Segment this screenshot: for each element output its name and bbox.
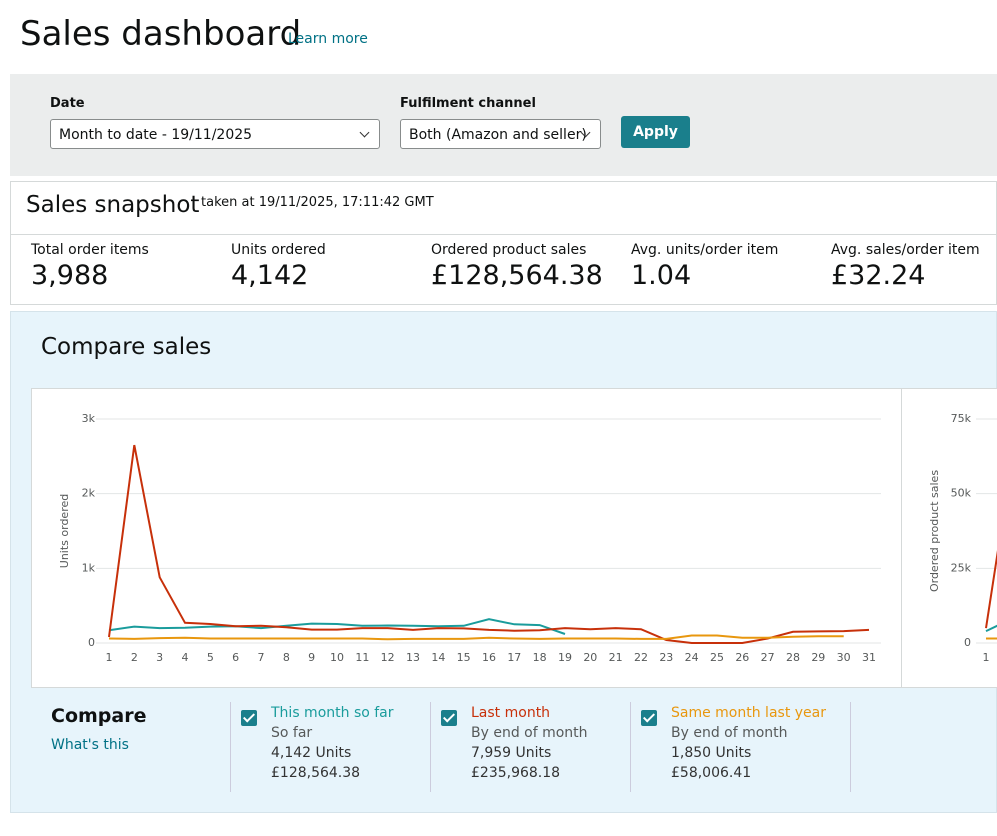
metric-label: Avg. sales/order item: [831, 242, 980, 258]
series-line: [108, 444, 870, 644]
x-tick-label: 23: [659, 651, 673, 664]
y-tick-label: 0: [964, 636, 971, 649]
x-tick-label: 21: [609, 651, 623, 664]
x-tick-label: 18: [533, 651, 547, 664]
legend-divider: [430, 702, 431, 792]
x-tick-label: 30: [837, 651, 851, 664]
y-tick-label: 75k: [951, 412, 972, 425]
apply-button[interactable]: Apply: [621, 116, 690, 148]
legend-divider: [850, 702, 851, 792]
y-tick-label: 0: [88, 636, 95, 649]
legend-sales: £128,564.38: [271, 765, 361, 781]
checkbox[interactable]: [241, 710, 257, 726]
x-tick-label: 24: [685, 651, 699, 664]
legend-sales: £235,968.18: [471, 765, 561, 781]
metric-value: 4,142: [231, 260, 309, 291]
metric-value: 1.04: [631, 260, 692, 291]
compare-title: Compare sales: [41, 334, 212, 360]
whats-this-link[interactable]: What's this: [51, 737, 129, 753]
x-tick-label: 2: [131, 651, 138, 664]
x-tick-label: 28: [786, 651, 800, 664]
y-axis-label: Units ordered: [58, 494, 71, 568]
date-select[interactable]: Month to date - 19/11/2025: [50, 119, 380, 149]
date-value: Month to date - 19/11/2025: [59, 127, 253, 143]
page-title: Sales dashboard: [20, 14, 302, 54]
x-tick-label: 11: [355, 651, 369, 664]
learn-more-link[interactable]: Learn more: [288, 31, 368, 47]
series-line: [985, 624, 997, 633]
x-tick-label: 8: [283, 651, 290, 664]
legend-sub: By end of month: [471, 725, 588, 741]
compare-panel: Compare sales 0 1k 2k 3k 1 2 3 4 5 6 7 8 9 10 11 12 13 14…: [10, 311, 997, 813]
x-tick-label: 19: [558, 651, 572, 664]
metric-label: Ordered product sales: [431, 242, 587, 258]
x-tick-label: 22: [634, 651, 648, 664]
x-tick-label: 1: [106, 651, 113, 664]
legend-sub: So far: [271, 725, 313, 741]
checkbox[interactable]: [441, 710, 457, 726]
x-tick-label: 14: [431, 651, 445, 664]
chart-divider: [901, 389, 902, 687]
legend-name: This month so far: [271, 705, 394, 721]
x-tick-label: 20: [583, 651, 597, 664]
x-tick-label: 29: [811, 651, 825, 664]
x-tick-label: 25: [710, 651, 724, 664]
series-line: [985, 550, 997, 629]
metric-label: Units ordered: [231, 242, 326, 258]
y-tick-label: 1k: [82, 561, 96, 574]
compare-legend-title: Compare: [51, 705, 147, 727]
x-tick-label: 17: [507, 651, 521, 664]
x-tick-label: 7: [257, 651, 264, 664]
snapshot-panel: Sales snapshot taken at 19/11/2025, 17:1…: [10, 181, 997, 305]
legend-divider: [230, 702, 231, 792]
y-tick-label: 3k: [82, 412, 96, 425]
metric-label: Total order items: [31, 242, 149, 258]
x-tick-label: 15: [457, 651, 471, 664]
y-tick-label: 50k: [951, 487, 972, 500]
legend-name: Same month last year: [671, 705, 826, 721]
snapshot-header: Sales snapshot taken at 19/11/2025, 17:1…: [11, 182, 997, 235]
legend-units: 1,850 Units: [671, 745, 752, 761]
channel-select[interactable]: Both (Amazon and seller): [400, 119, 601, 149]
y-axis-label: Ordered product sales: [928, 470, 941, 592]
series-line: [108, 634, 844, 641]
channel-value: Both (Amazon and seller): [409, 127, 587, 143]
x-tick-label: 4: [181, 651, 188, 664]
legend-units: 7,959 Units: [471, 745, 552, 761]
legend-sales: £58,006.41: [671, 765, 752, 781]
channel-label: Fulfilment channel: [400, 96, 536, 111]
x-tick-label: 16: [482, 651, 496, 664]
x-tick-label: 9: [308, 651, 315, 664]
x-tick-label: 13: [406, 651, 420, 664]
legend-name: Last month: [471, 705, 551, 721]
snapshot-title: Sales snapshot: [26, 192, 200, 218]
sales-chart: 0 25k 50k 75k 1 Ordered product sales: [928, 412, 997, 664]
x-tick-label: 5: [207, 651, 214, 664]
x-tick-label: 26: [735, 651, 749, 664]
x-tick-label: 1: [983, 651, 990, 664]
legend-sub: By end of month: [671, 725, 788, 741]
metric-value: £128,564.38: [431, 260, 603, 291]
checkbox[interactable]: [641, 710, 657, 726]
x-tick-label: 6: [232, 651, 239, 664]
x-tick-label: 27: [761, 651, 775, 664]
x-tick-label: 10: [330, 651, 344, 664]
metric-value: 3,988: [31, 260, 109, 291]
y-tick-label: 25k: [951, 561, 972, 574]
x-tick-label: 12: [381, 651, 395, 664]
y-tick-label: 2k: [82, 487, 96, 500]
legend-units: 4,142 Units: [271, 745, 352, 761]
snapshot-time: taken at 19/11/2025, 17:11:42 GMT: [201, 195, 434, 210]
metric-value: £32.24: [831, 260, 926, 291]
x-tick-label: 31: [862, 651, 876, 664]
filter-bar: Date Month to date - 19/11/2025 Fulfilme…: [10, 74, 997, 176]
date-label: Date: [50, 96, 85, 111]
series-line: [108, 618, 566, 635]
legend-divider: [630, 702, 631, 792]
x-tick-label: 3: [156, 651, 163, 664]
metric-label: Avg. units/order item: [631, 242, 779, 258]
chart-container: 0 1k 2k 3k 1 2 3 4 5 6 7 8 9 10 11 12 13 14 15 16 17 18 19 20 21…: [31, 388, 997, 688]
